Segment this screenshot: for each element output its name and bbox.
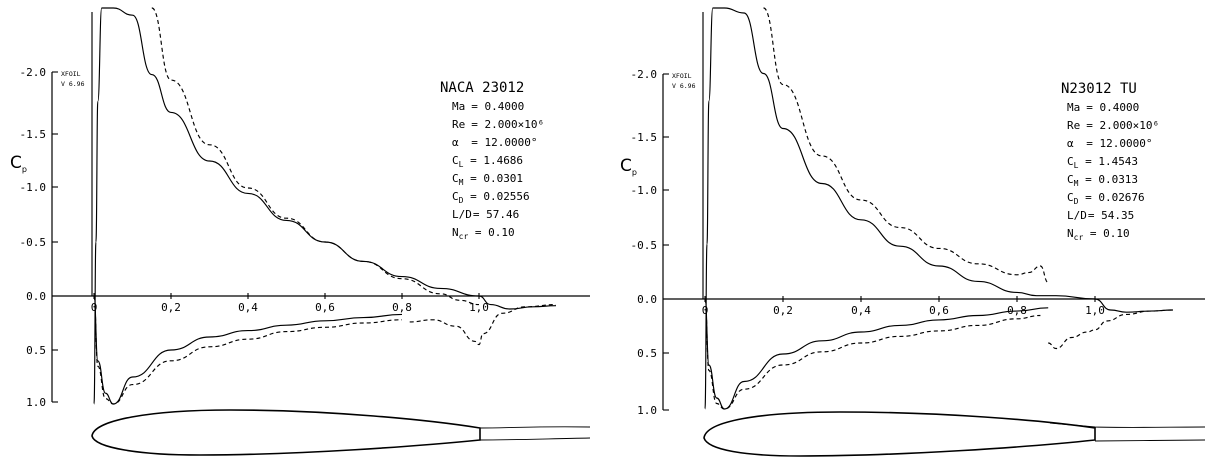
param-row-cl: CL = 1.4543	[1067, 155, 1138, 170]
param-row-re: Re = 2.000×10⁶	[1067, 119, 1159, 132]
cp-series-line	[704, 298, 1049, 410]
param-row-alpha: α = 12.0000°	[1067, 137, 1152, 150]
y-tick-label: -0.5	[20, 236, 47, 249]
chart-title: NACA 23012	[440, 80, 524, 96]
cp-series-group	[704, 7, 1174, 410]
y-tick-label: -1.5	[631, 131, 658, 144]
wake-lower	[1094, 439, 1206, 442]
cp-series-line	[93, 7, 480, 405]
airfoil-outline	[91, 409, 481, 456]
x-tick-label: 0,8	[1007, 304, 1027, 317]
y-tick-label: -2.0	[20, 66, 47, 79]
param-row-cd: CD = 0.02556	[452, 190, 530, 205]
param-row-re: Re = 2.000×10⁶	[452, 118, 544, 131]
param-row-cd: CD = 0.02676	[1067, 191, 1145, 206]
chart-title: N23012 TU	[1061, 81, 1137, 97]
wake-lower	[479, 437, 591, 441]
x-tick-label: 0,2	[773, 304, 793, 317]
x-tick-labels: 0 0,2 0,4 0,6 0,8 1,0	[702, 304, 1105, 317]
x-tick-labels: 0 0,2 0,4 0,6 0,8 1,0	[91, 301, 489, 314]
param-block: Ma = 0.4000 Re = 2.000×10⁶ α = 12.0000° CL…	[1067, 101, 1159, 242]
param-block: Ma = 0.4000 Re = 2.000×10⁶ α = 12.0000° CL…	[452, 100, 544, 241]
y-tick-label: 1.0	[26, 396, 46, 409]
x-tick-label: 1,0	[469, 301, 489, 314]
x-tick-label: 0	[702, 304, 709, 317]
param-row-ncr: Ncr = 0.10	[452, 226, 515, 241]
chart-panel-n23012-tu: -2.0 -1.5 -1.0 -0.5 0.0 0.5 1.0 Cp XFOIL…	[620, 7, 1206, 457]
cp-series-line	[704, 298, 1041, 410]
y-tick-labels: -2.0 -1.5 -1.0 -0.5 0.0 0.5 1.0	[20, 66, 47, 409]
cp-series-line	[762, 7, 1049, 284]
program-version: V 6.96	[672, 82, 696, 90]
cp-series-line	[704, 7, 1096, 410]
param-row-ma: Ma = 0.4000	[452, 100, 524, 113]
x-tick-label: 0,4	[851, 304, 871, 317]
cp-series-line	[1094, 298, 1174, 313]
y-tick-label: -0.5	[631, 239, 658, 252]
wake-upper	[1049, 422, 1206, 428]
x-tick-label: 0,6	[315, 301, 335, 314]
chart-panel-naca-23012: -2.0 -1.5 -1.0 -0.5 0.0 0.5 1.0 Cp XFOIL…	[10, 7, 591, 456]
program-name: XFOIL	[61, 70, 81, 78]
param-row-cm: CM = 0.0313	[1067, 173, 1138, 188]
airfoil-outline	[703, 411, 1096, 457]
param-row-alpha: α = 12.0000°	[452, 136, 537, 149]
program-name: XFOIL	[672, 72, 692, 80]
cp-series-line	[151, 7, 480, 306]
cp-series-group	[93, 7, 557, 405]
x-tick-label: 0	[91, 301, 98, 314]
y-tick-label: 0.5	[26, 344, 46, 357]
y-tick-labels: -2.0 -1.5 -1.0 -0.5 0.0 0.5 1.0	[631, 68, 658, 417]
y-axis-label: Cp	[620, 156, 637, 177]
cp-series-line	[478, 295, 557, 310]
x-tick-label: 0,6	[929, 304, 949, 317]
x-tick-label: 0,8	[392, 301, 412, 314]
x-tick-label: 0,2	[161, 301, 181, 314]
param-row-cm: CM = 0.0301	[452, 172, 523, 187]
cp-series-line	[93, 295, 403, 405]
param-row-ld: L/D= 54.35	[1067, 209, 1134, 222]
y-tick-label: 0.5	[637, 347, 657, 360]
y-tick-label: 1.0	[637, 404, 657, 417]
x-tick-label: 1,0	[1085, 304, 1105, 317]
param-row-ld: L/D= 57.46	[452, 208, 519, 221]
y-tick-label: -1.0	[631, 184, 658, 197]
cp-series-line	[1048, 309, 1174, 350]
y-ticks	[663, 73, 669, 411]
y-tick-label: 0.0	[26, 290, 46, 303]
param-row-ncr: Ncr = 0.10	[1067, 227, 1130, 242]
wake-upper	[479, 426, 591, 429]
y-tick-label: 0.0	[637, 293, 657, 306]
y-tick-label: -1.5	[20, 128, 47, 141]
x-tick-label: 0,4	[238, 301, 258, 314]
cp-series-line	[93, 295, 403, 405]
y-axis-label: Cp	[10, 153, 27, 174]
y-tick-label: -2.0	[631, 68, 658, 81]
program-version: V 6.96	[61, 80, 85, 88]
param-row-cl: CL = 1.4686	[452, 154, 523, 169]
y-tick-label: -1.0	[20, 181, 47, 194]
param-row-ma: Ma = 0.4000	[1067, 101, 1139, 114]
y-ticks	[52, 71, 58, 403]
